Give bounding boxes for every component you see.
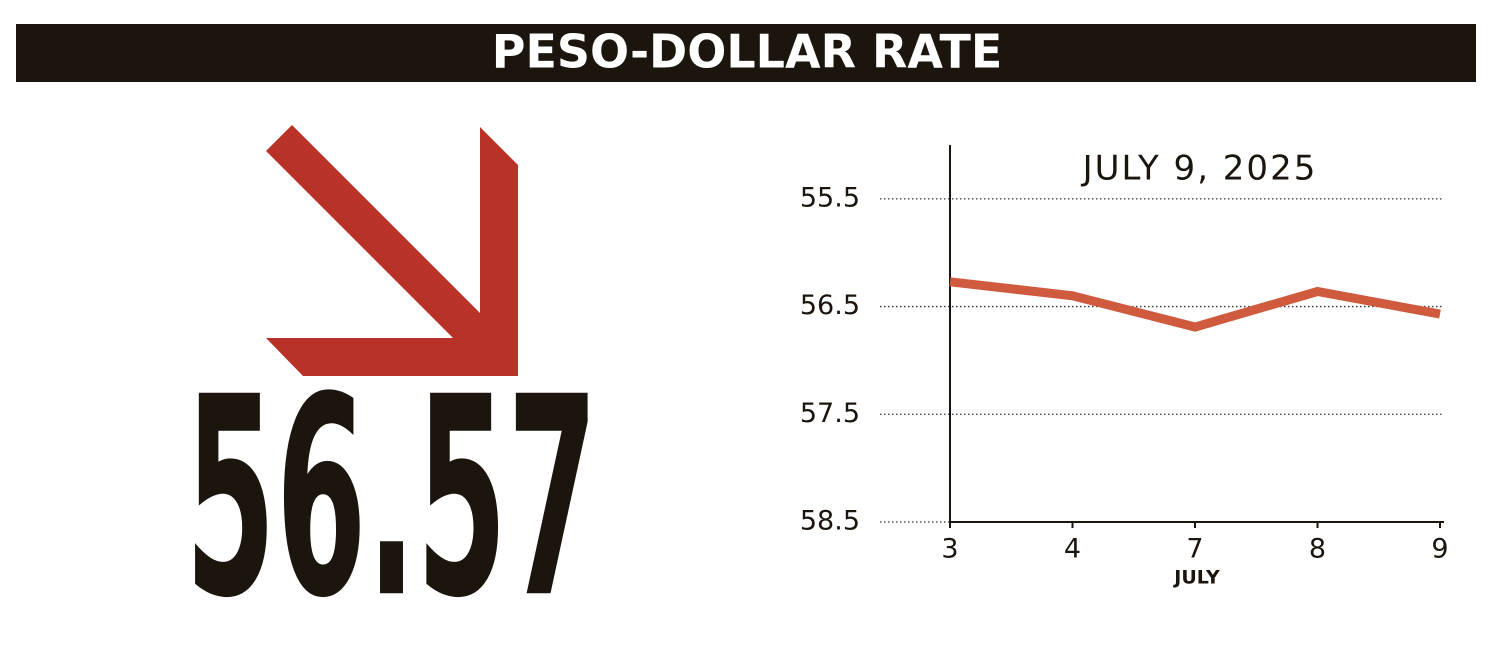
- title: PESO-DOLLAR RATE: [492, 25, 1003, 79]
- headline-value: 56.57: [185, 338, 598, 658]
- annotation: JULY 9, 2025: [1081, 149, 1318, 189]
- x-tick-label: 3: [941, 534, 958, 565]
- y-tick-label: 55.5: [800, 182, 860, 213]
- x-tick-label: 7: [1186, 534, 1203, 565]
- y-tick-label: 57.5: [800, 398, 860, 429]
- title-bar: [16, 24, 1476, 82]
- x-tick-label: 8: [1309, 534, 1326, 565]
- rate-line: [949, 277, 1441, 332]
- y-tick-label: 56.5: [800, 290, 860, 321]
- down-arrow: [266, 125, 518, 376]
- x-axis-label: JULY: [1172, 567, 1220, 589]
- x-tick-label: 9: [1431, 534, 1448, 565]
- x-tick-label: 4: [1064, 534, 1081, 565]
- y-tick-label: 58.5: [800, 506, 860, 537]
